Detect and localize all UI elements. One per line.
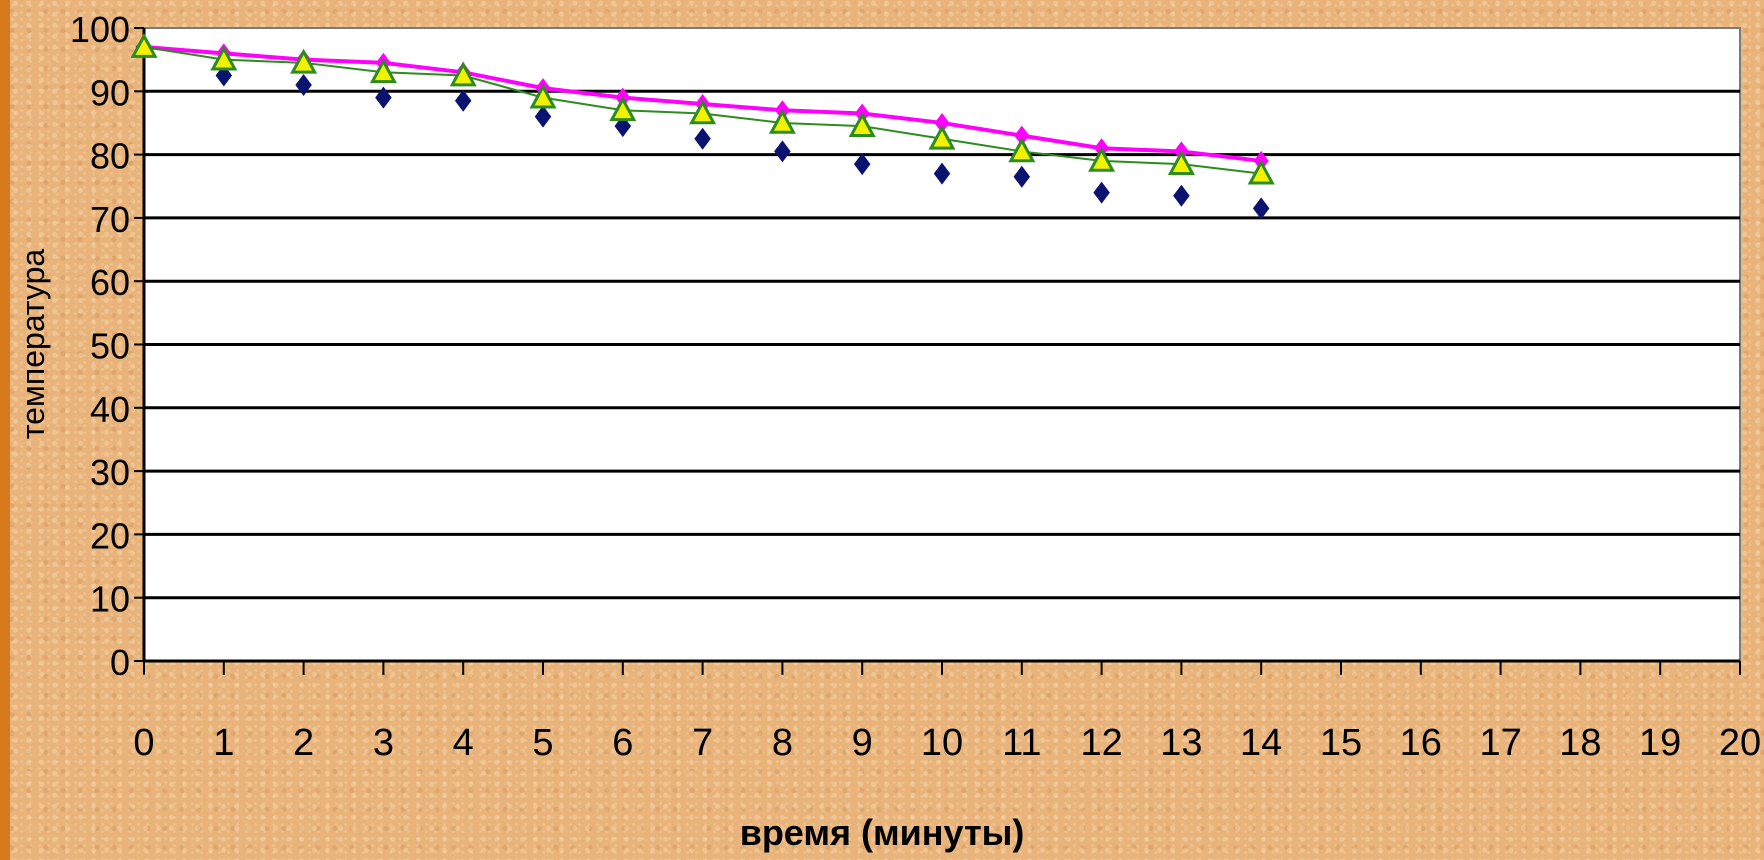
y-axis-title: температура <box>15 249 51 440</box>
x-axis-title: время (минуты) <box>740 812 1025 853</box>
y-tick-label: 0 <box>110 642 130 683</box>
data-point <box>454 89 472 112</box>
data-point <box>774 140 791 163</box>
data-point <box>534 105 552 128</box>
x-tick-label: 18 <box>1559 722 1601 764</box>
data-point <box>848 111 876 137</box>
data-point <box>928 124 956 150</box>
y-tick-label: 30 <box>90 452 130 493</box>
data-point <box>1014 125 1030 146</box>
y-tick-label: 40 <box>90 389 130 430</box>
y-tick-label: 70 <box>90 199 130 240</box>
data-point <box>1167 149 1195 175</box>
data-point <box>1247 159 1275 185</box>
x-tick-label: 5 <box>532 722 553 764</box>
x-tick-label: 3 <box>373 722 394 764</box>
data-point <box>933 162 951 185</box>
data-point <box>694 127 711 150</box>
data-point <box>295 73 312 96</box>
data-point <box>210 45 238 71</box>
y-tick-label: 80 <box>90 136 130 177</box>
data-point <box>369 58 397 84</box>
data-point <box>130 32 158 58</box>
data-point <box>1252 197 1270 220</box>
data-point <box>449 61 477 87</box>
x-tick-label: 1 <box>213 722 234 764</box>
data-point <box>689 99 717 125</box>
y-tick-label: 50 <box>90 326 130 367</box>
data-point <box>529 83 557 109</box>
x-tick-label: 14 <box>1240 722 1282 764</box>
x-tick-label: 9 <box>852 722 873 764</box>
x-tick-label: 12 <box>1080 722 1122 764</box>
x-tick-label: 13 <box>1160 722 1202 764</box>
y-tick-label: 100 <box>70 9 130 50</box>
x-tick-label: 17 <box>1479 722 1521 764</box>
data-point <box>375 86 392 109</box>
x-tick-label: 20 <box>1719 722 1761 764</box>
data-point <box>1013 165 1031 188</box>
x-tick-label: 8 <box>772 722 793 764</box>
y-tick-label: 60 <box>90 262 130 303</box>
data-point <box>934 112 950 133</box>
series-0 <box>135 35 1270 220</box>
data-point <box>1173 184 1190 207</box>
x-tick-label: 4 <box>453 722 474 764</box>
data-point <box>1088 146 1116 172</box>
y-tick-label: 90 <box>90 72 130 113</box>
x-tick-label: 19 <box>1639 722 1681 764</box>
x-tick-label: 2 <box>293 722 314 764</box>
y-tick-label: 20 <box>90 515 130 556</box>
left-accent-stripe <box>0 0 10 860</box>
data-point <box>1093 181 1110 204</box>
x-tick-label: 10 <box>921 722 963 764</box>
y-tick-label: 10 <box>90 579 130 620</box>
data-point <box>853 153 871 176</box>
x-tick-label: 11 <box>1002 722 1041 764</box>
x-tick-label: 7 <box>692 722 713 764</box>
data-point <box>1008 137 1036 163</box>
x-tick-label: 16 <box>1400 722 1442 764</box>
data-point <box>609 96 637 122</box>
x-tick-label: 0 <box>133 722 154 764</box>
series-2 <box>130 32 1275 185</box>
x-tick-label: 15 <box>1320 722 1362 764</box>
data-point <box>768 108 796 134</box>
x-tick-label: 6 <box>612 722 633 764</box>
data-point <box>290 48 318 74</box>
